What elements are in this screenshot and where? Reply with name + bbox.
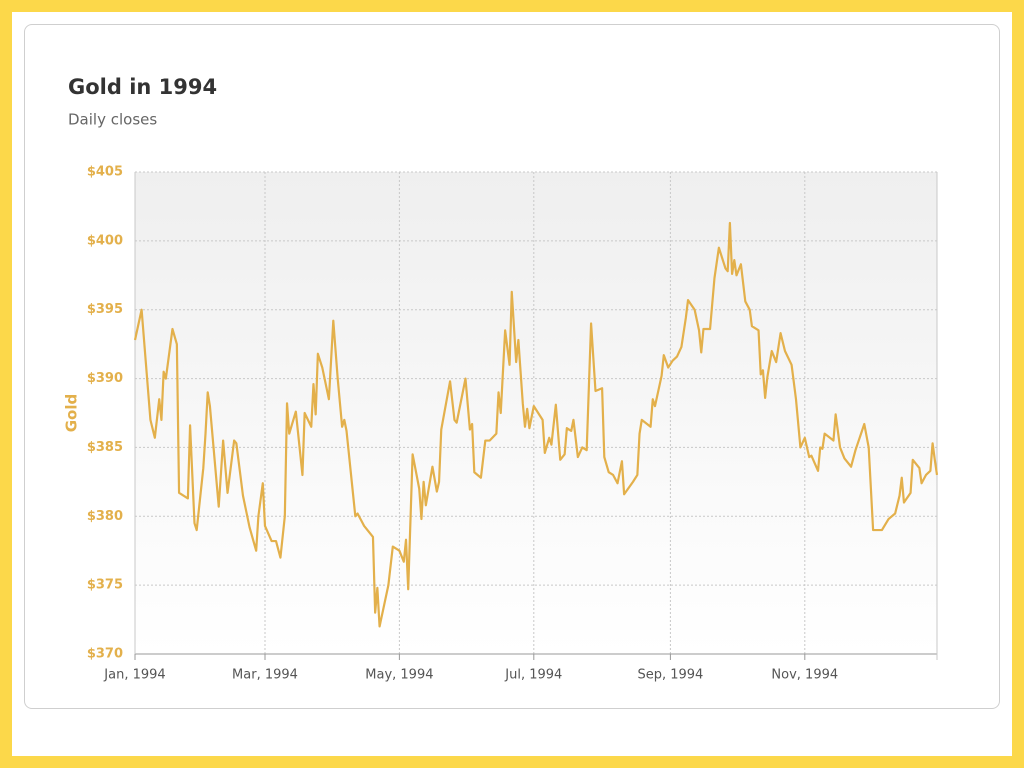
- line-series: [133, 221, 939, 628]
- x-tick-label: Sep, 1994: [637, 668, 703, 683]
- x-tick-label: Jul, 1994: [504, 668, 562, 683]
- chart-subtitle: Daily closes: [68, 111, 157, 129]
- y-tick-label: $375: [87, 578, 123, 593]
- x-tick-label: Nov, 1994: [771, 668, 838, 683]
- y-tick-label: $395: [87, 302, 123, 317]
- y-tick-label: $380: [87, 509, 123, 524]
- y-tick-label: $385: [87, 440, 123, 455]
- y-tick-label: $400: [87, 233, 123, 248]
- chart-title: Gold in 1994: [68, 75, 217, 99]
- plot-background: [135, 172, 937, 654]
- y-axis-title: Gold: [63, 394, 81, 433]
- y-tick-label: $370: [87, 647, 123, 662]
- x-tick-label: May, 1994: [365, 668, 433, 683]
- x-tick-label: Mar, 1994: [232, 668, 298, 683]
- y-tick-label: $405: [87, 165, 123, 180]
- y-tick-label: $390: [87, 371, 123, 386]
- x-tick-label: Jan, 1994: [103, 668, 165, 683]
